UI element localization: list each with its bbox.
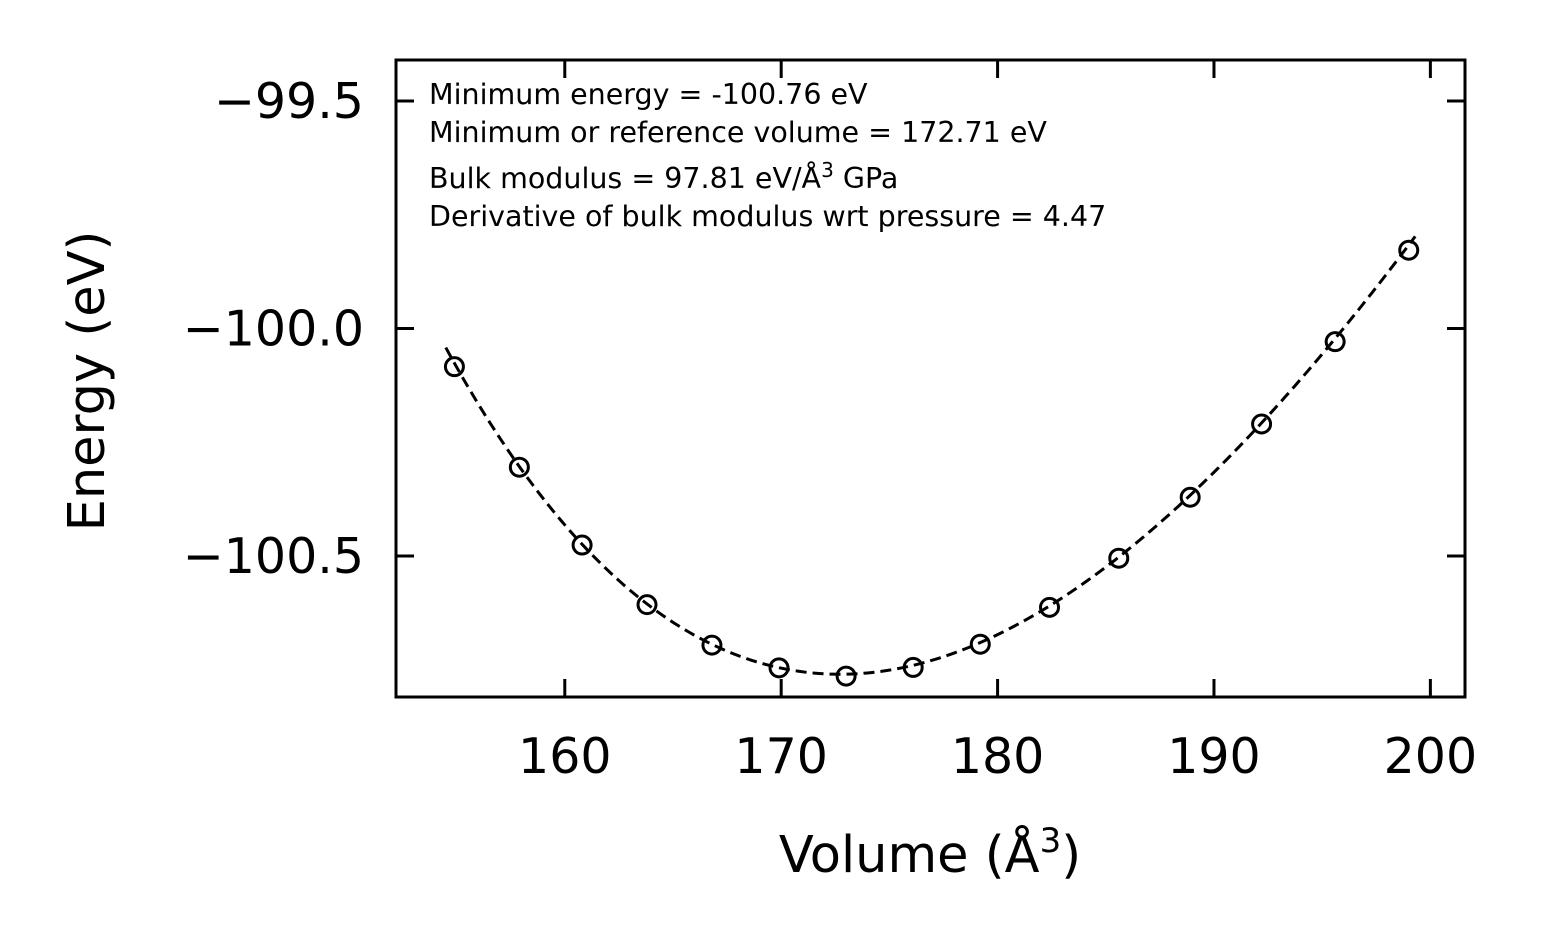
annotation-min-energy: Minimum energy = -100.76 eV (429, 78, 868, 111)
y-tick-labels: −99.5 −100.0 −100.5 (183, 73, 364, 585)
data-point (1108, 547, 1130, 569)
annotation-min-volume: Minimum or reference volume = 172.71 eV (429, 116, 1047, 149)
data-point (835, 665, 857, 687)
x-tick-label: 180 (951, 728, 1045, 785)
x-tick-label: 170 (734, 728, 828, 785)
data-point (969, 633, 991, 655)
data-point (1039, 596, 1061, 618)
x-tick-label: 200 (1384, 728, 1478, 785)
data-point (443, 356, 465, 378)
y-tick-label: −100.0 (183, 300, 364, 357)
data-point (571, 534, 593, 556)
y-axis-title: Energy (eV) (58, 231, 117, 532)
y-tick-label: −100.5 (183, 528, 364, 585)
fit-annotations: Minimum energy = -100.76 eV Minimum or r… (429, 78, 1106, 233)
data-point (701, 634, 723, 656)
data-point (902, 656, 924, 678)
x-tick-label: 160 (518, 728, 612, 785)
data-point (1251, 413, 1273, 435)
plot-frame (394, 58, 1467, 699)
annotation-bulk-modulus: Bulk modulus = 97.81 eV/Å3 GPa (429, 158, 898, 195)
axis-ticks (396, 60, 1465, 697)
data-point (1324, 331, 1346, 353)
x-tick-label: 190 (1167, 728, 1261, 785)
fit-curve (444, 235, 1417, 676)
data-markers (443, 239, 1420, 687)
data-point (1398, 239, 1420, 261)
annotation-bulk-derivative: Derivative of bulk modulus wrt pressure … (429, 200, 1106, 233)
x-tick-labels: 160 170 180 190 200 (518, 728, 1477, 785)
y-tick-label: −99.5 (214, 73, 364, 130)
data-point (768, 657, 790, 679)
x-axis-title: Volume (Å3) (779, 821, 1081, 885)
data-point (1179, 486, 1201, 508)
data-point (636, 594, 658, 616)
data-point (508, 456, 530, 478)
